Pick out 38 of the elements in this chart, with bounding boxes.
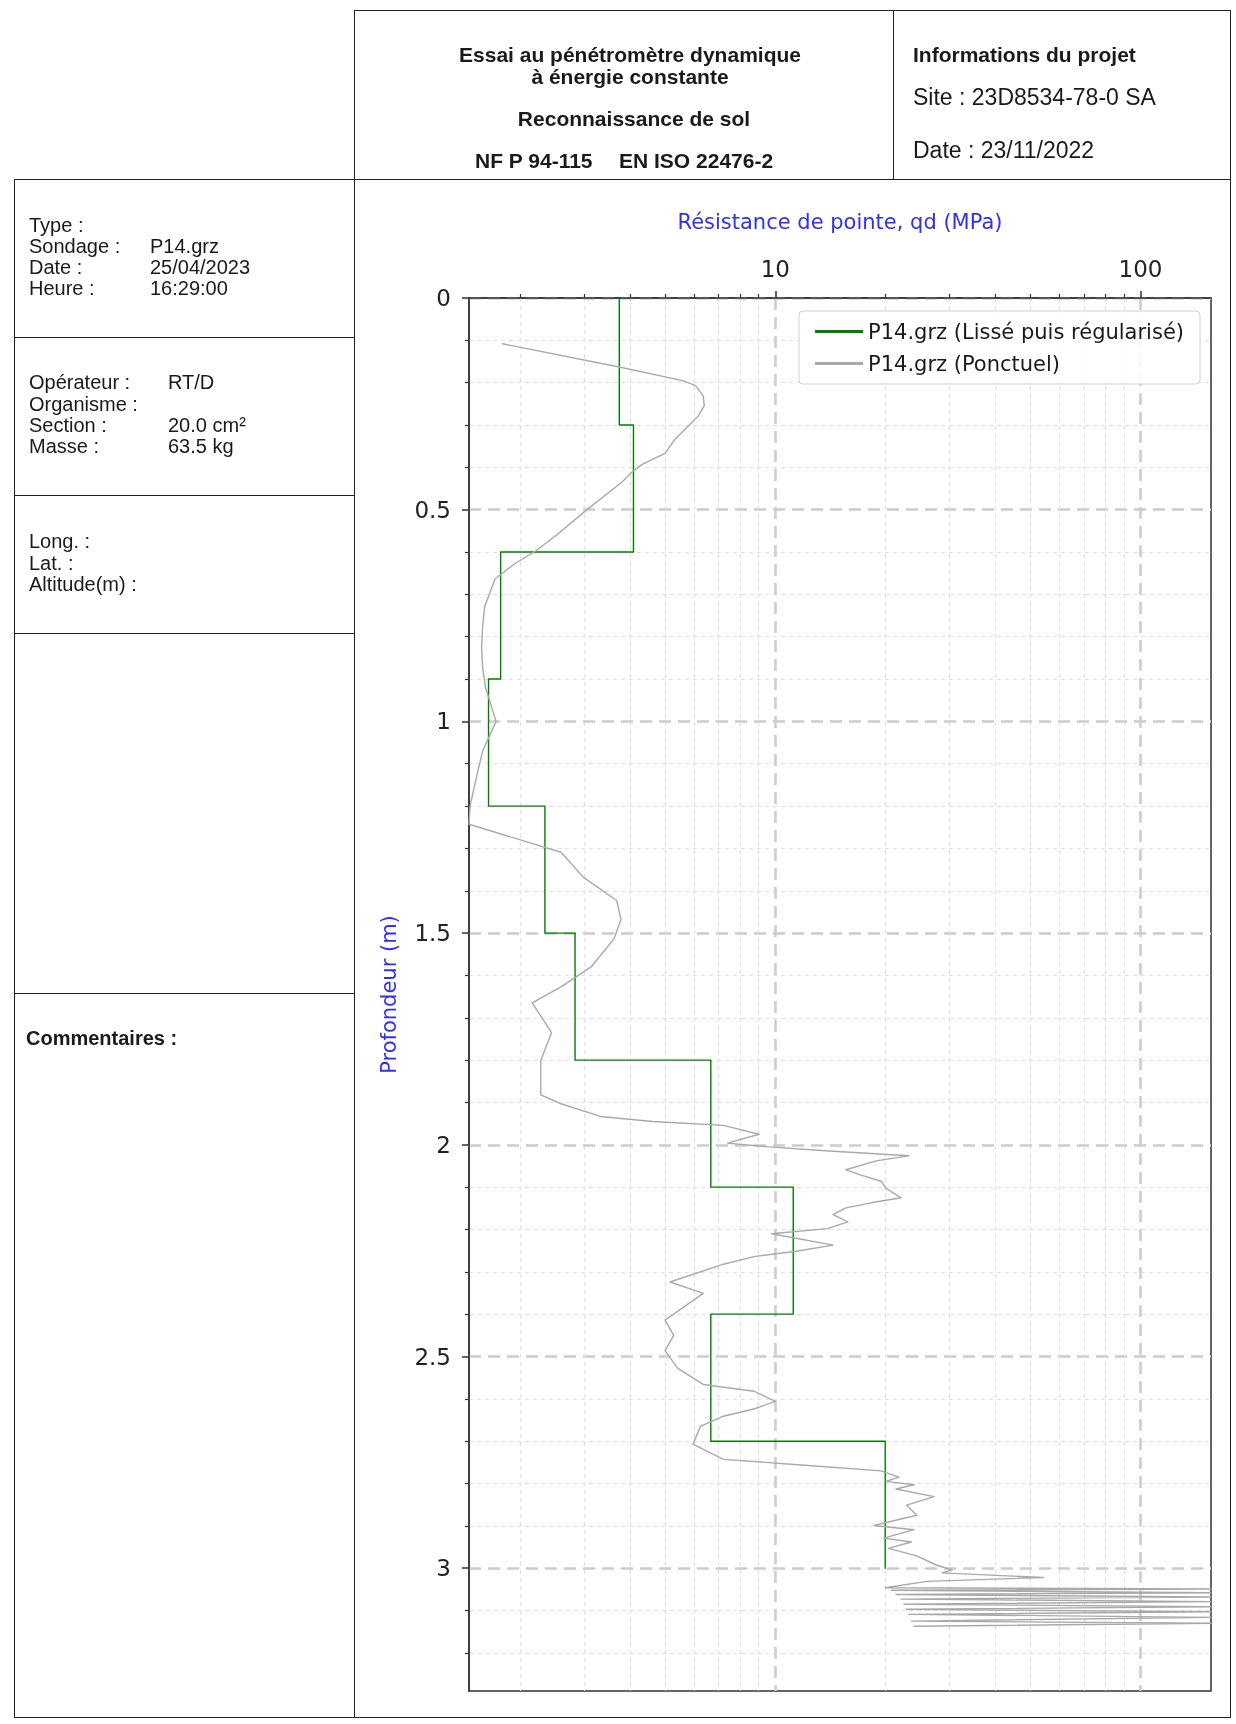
text: Long. :	[29, 530, 91, 552]
text: NF P 94-115	[475, 149, 593, 172]
chart-subtitle: Reconnaissance de sol	[517, 107, 751, 130]
y-tick-label: 0	[436, 285, 451, 311]
text: Informations du projet	[913, 43, 1136, 66]
text: Masse :	[29, 435, 100, 457]
text: RT/D	[168, 371, 215, 393]
legend-label: P14.grz (Lissé puis régularisé)	[868, 319, 1185, 344]
text: Heure :	[29, 277, 95, 299]
x-tick-label: 100	[1118, 255, 1163, 282]
text: Lat. :	[29, 552, 74, 574]
text: Date : 23/11/2022	[913, 137, 1095, 163]
text: Date :	[29, 256, 83, 278]
y-tick-label: 2.5	[414, 1343, 451, 1370]
y-tick-label: 1	[436, 708, 451, 735]
text: Site : 23D8534-78-0 SA	[913, 84, 1156, 110]
y-tick-label: 1.5	[414, 920, 451, 947]
text: EN ISO 22476-2	[619, 149, 774, 172]
text: Type :	[29, 214, 84, 236]
text: 25/04/2023	[150, 256, 251, 278]
text: 63.5 kg	[168, 435, 234, 457]
text: Sondage :	[29, 235, 121, 257]
text: Section :	[29, 414, 107, 436]
y-tick-label: 3	[436, 1555, 451, 1582]
y-tick-label: 2	[436, 1131, 451, 1158]
chart-title: Essai au pénétromètre dynamique à énergie constante	[459, 43, 801, 88]
text: 20.0 cm²	[168, 414, 246, 436]
text: 16:29:00	[150, 277, 228, 299]
text: Opérateur :	[29, 371, 131, 393]
text: Commentaires :	[26, 1027, 178, 1049]
text: Organisme :	[29, 393, 138, 415]
text: Altitude(m) :	[29, 573, 137, 595]
text: P14.grz	[150, 235, 219, 257]
legend-label: P14.grz (Ponctuel)	[868, 351, 1061, 376]
y-axis-title: Profondeur (m)	[376, 915, 401, 1074]
x-tick-label: 10	[760, 255, 790, 282]
x-axis-title: Résistance de pointe, qd (MPa)	[677, 209, 1003, 234]
y-tick-label: 0.5	[414, 496, 451, 523]
